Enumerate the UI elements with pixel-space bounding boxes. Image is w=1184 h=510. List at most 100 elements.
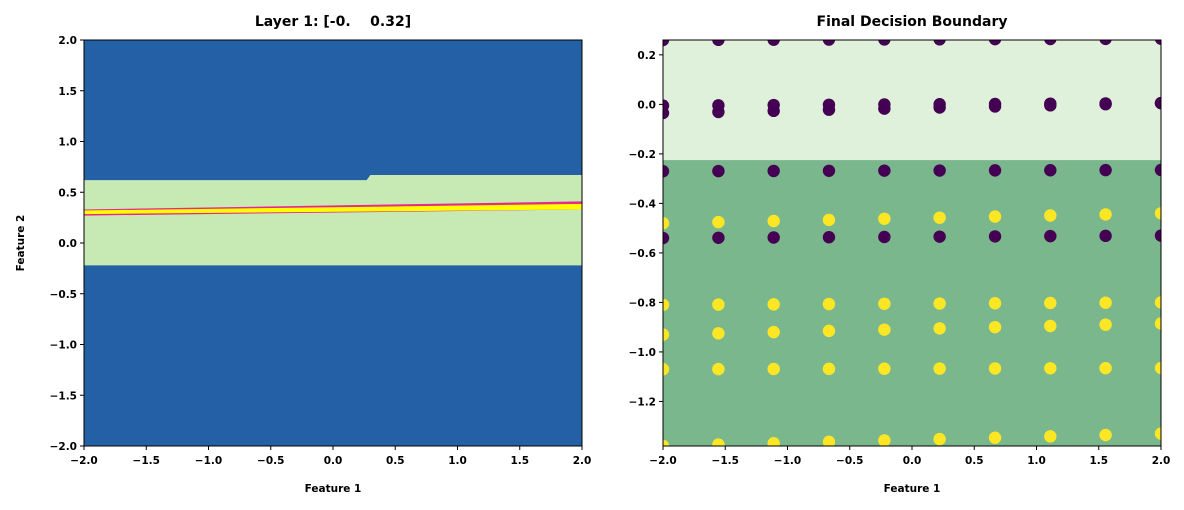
class-1-point <box>712 215 725 229</box>
class-1-point <box>1044 209 1057 222</box>
layer1-ridge-yellow <box>84 203 582 215</box>
class-1-point <box>1154 361 1161 375</box>
final-ytick-label: −0.6 <box>629 248 656 260</box>
final-xtick-label: 1.0 <box>1027 455 1046 467</box>
final-ytick-label: 0.2 <box>637 50 656 62</box>
class-1-point <box>767 298 780 311</box>
layer1-chart: Layer 1: [-0. 0.32] −2.0 −1.5 −1.0 −0.5 0.0 0… <box>15 14 591 495</box>
class-0-point <box>933 40 946 46</box>
class-0-point <box>1044 99 1057 112</box>
class-1-point <box>663 216 670 230</box>
class-1-point <box>1044 430 1057 443</box>
class-1-point <box>933 362 946 375</box>
class-1-point <box>988 320 1002 334</box>
class-1-point <box>1154 207 1161 220</box>
final-ytick-label: −0.8 <box>629 297 656 309</box>
class-0-point <box>822 231 836 244</box>
class-0-point <box>767 164 780 178</box>
class-0-point <box>1099 40 1112 46</box>
class-0-point <box>712 105 725 119</box>
class-1-point <box>933 322 946 335</box>
class-1-point <box>822 297 836 311</box>
class-1-point <box>767 437 780 446</box>
class-0-point <box>878 102 891 115</box>
class-0-point <box>1099 163 1112 177</box>
class-1-point <box>1044 362 1057 375</box>
final-boundary-plot-area <box>662 39 1162 447</box>
class-1-point <box>1154 317 1161 330</box>
class-0-point <box>1154 163 1161 177</box>
class-1-point <box>1154 296 1161 309</box>
class-0-point <box>822 40 836 46</box>
class-1-point <box>712 327 725 340</box>
final-xtick-label: −1.5 <box>712 455 739 467</box>
layer1-ytick-label: −2.0 <box>50 441 77 453</box>
final-xtick-label: −0.5 <box>836 455 863 467</box>
class-0-point <box>767 104 780 118</box>
final-ytick-label: −1.0 <box>629 347 656 359</box>
layer1-xlabel: Feature 1 <box>305 483 362 495</box>
class-1-point <box>988 297 1002 310</box>
class-0-point <box>822 103 836 116</box>
class-1-point <box>822 213 836 227</box>
final-ytick-label: −0.4 <box>629 198 656 210</box>
layer1-xtick-label: 1.0 <box>448 455 467 467</box>
class-1-point <box>663 439 670 446</box>
class-1-point <box>767 362 780 376</box>
class-1-point <box>878 362 891 375</box>
class-0-point <box>878 230 891 244</box>
final-xtick-label: 2.0 <box>1152 455 1171 467</box>
class-0-point <box>878 40 891 46</box>
class-0-point <box>933 230 946 243</box>
final-xtick-label: 0.0 <box>903 455 922 467</box>
scatter-points <box>663 40 1161 446</box>
class-0-point <box>988 100 1002 113</box>
class-0-point <box>712 164 725 178</box>
upper-decision-region <box>663 40 1161 161</box>
final-xtick-label: 1.5 <box>1089 455 1108 467</box>
layer1-title: Layer 1: [-0. 0.32] <box>255 14 411 30</box>
final-ytick-label: −1.2 <box>629 396 656 408</box>
class-1-point <box>988 210 1002 223</box>
class-0-point <box>663 106 670 120</box>
class-0-point <box>712 231 725 244</box>
layer1-ytick-label: −0.5 <box>50 289 77 301</box>
layer1-ytick-label: −1.5 <box>50 390 77 402</box>
class-1-point <box>1099 361 1112 375</box>
final-xtick-label: −1.0 <box>774 455 801 467</box>
class-1-point <box>767 325 780 339</box>
layer1-ytick-label: 1.5 <box>58 86 77 98</box>
final-ytick-label: −0.2 <box>629 149 656 161</box>
class-1-point <box>878 323 891 336</box>
layer1-xtick-label: 1.5 <box>510 455 529 467</box>
class-1-point <box>663 363 670 376</box>
class-1-point <box>1154 427 1161 440</box>
class-0-point <box>1099 229 1112 243</box>
class-1-point <box>1099 296 1112 309</box>
class-1-point <box>878 434 891 446</box>
class-1-point <box>712 298 725 311</box>
class-0-point <box>767 231 780 244</box>
class-0-point <box>663 165 670 178</box>
layer1-ytick-label: 2.0 <box>58 35 77 47</box>
final-ytick-label: 0.0 <box>637 99 656 111</box>
layer1-xtick-label: −1.0 <box>195 455 222 467</box>
class-1-point <box>1044 296 1057 310</box>
class-1-point <box>878 212 891 225</box>
class-1-point <box>663 328 670 341</box>
class-0-point <box>1154 40 1161 45</box>
layer1-xtick-label: 2.0 <box>573 455 592 467</box>
class-0-point <box>767 40 780 46</box>
class-1-point <box>712 438 725 446</box>
layer1-ytick-label: −1.0 <box>50 340 77 352</box>
class-1-point <box>933 297 946 310</box>
class-0-point <box>1154 229 1161 242</box>
layer1-ytick-label: 0.0 <box>58 238 77 250</box>
final-boundary-chart: Final Decision Boundary −2.0 −1.5 −1.0 −0.5… <box>629 14 1171 495</box>
layer1-band-region <box>84 174 582 266</box>
class-0-point <box>1044 164 1057 177</box>
layer1-xtick-label: −0.5 <box>257 455 284 467</box>
class-1-point <box>878 297 891 310</box>
class-0-point <box>878 164 891 177</box>
